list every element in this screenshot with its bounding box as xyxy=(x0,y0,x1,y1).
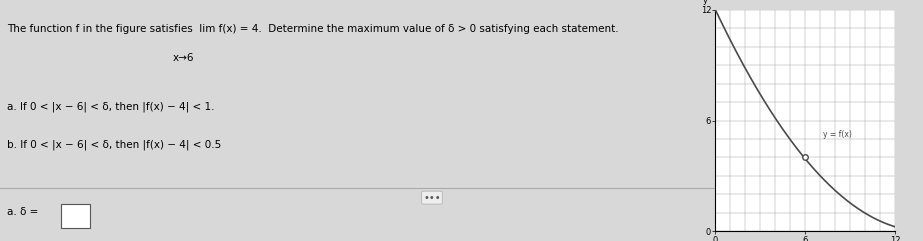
Text: a. If 0 < |x − 6| < δ, then |f(x) − 4| < 1.: a. If 0 < |x − 6| < δ, then |f(x) − 4| <… xyxy=(7,101,215,112)
Text: The function f in the figure satisfies  lim f(x) = 4.  Determine the maximum val: The function f in the figure satisfies l… xyxy=(7,24,618,34)
Text: x→6: x→6 xyxy=(173,53,194,63)
Text: •••: ••• xyxy=(423,193,441,203)
Text: b. If 0 < |x − 6| < δ, then |f(x) − 4| < 0.5: b. If 0 < |x − 6| < δ, then |f(x) − 4| <… xyxy=(7,140,222,150)
Text: a. δ =: a. δ = xyxy=(7,207,39,217)
FancyBboxPatch shape xyxy=(61,204,90,228)
Text: y = f(x): y = f(x) xyxy=(823,130,852,139)
Text: y: y xyxy=(702,0,707,5)
